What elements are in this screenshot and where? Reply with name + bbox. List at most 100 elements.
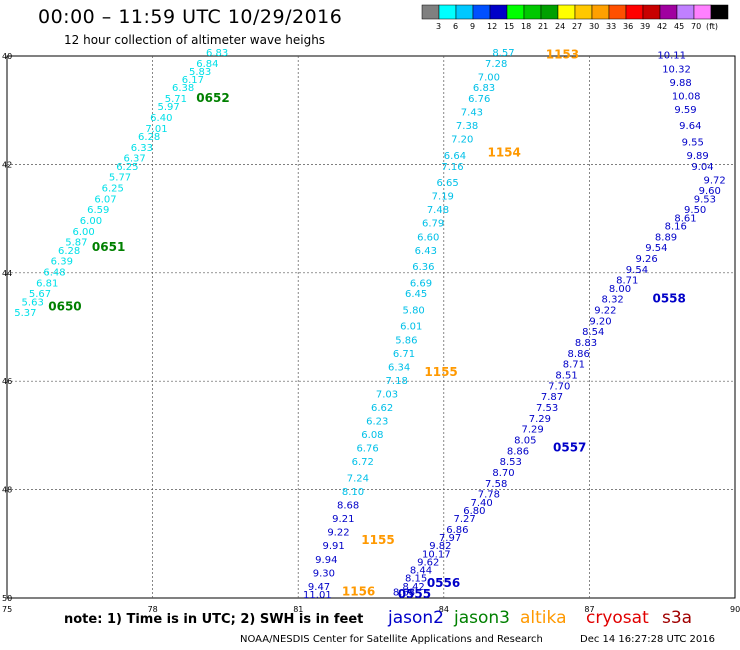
wave-height-label: 9.82 [429,541,451,552]
colorbar-swatch [438,4,457,20]
wave-height-label: 8.54 [582,327,604,338]
wave-height-label: 8.53 [500,457,522,468]
wave-height-label: 8.71 [563,360,585,371]
wave-height-label: 9.30 [313,568,335,579]
pass-time-label: 1153 [546,48,579,62]
wave-height-label: 7.48 [427,205,449,216]
wave-height-label: 6.84 [196,59,218,70]
wave-height-label: 9.64 [679,121,701,132]
lon-tick-label: 90 [730,605,740,614]
satellite-legend-item: jason2 [388,608,444,628]
colorbar-label: 45 [674,22,684,31]
colorbar-swatch [557,4,576,20]
wave-height-label: 8.86 [507,446,529,457]
wave-height-label: 8.68 [337,501,359,512]
wave-height-label: 7.53 [536,403,558,414]
colorbar-swatch [455,4,474,20]
wave-height-label: 9.60 [699,186,721,197]
wave-height-label: 8.68 [393,587,415,598]
colorbar-label: 33 [606,22,616,31]
wave-height-label: 8.15 [405,574,427,585]
wave-height-label: 6.65 [437,178,459,189]
wave-height-label: 9.21 [332,514,354,525]
wave-height-label: 5.67 [29,289,51,300]
wave-height-label: 6.00 [80,216,102,227]
wave-height-label: 6.72 [352,457,374,468]
wave-height-label: 7.29 [521,425,543,436]
wave-height-label: 6.33 [131,143,153,154]
wave-height-label: 6.60 [417,232,439,243]
wave-height-label: 7.03 [376,389,398,400]
plot-frame [6,55,736,599]
wave-height-label: 6.80 [463,506,485,517]
colorbar-label: 39 [640,22,650,31]
colorbar-label: 42 [657,22,667,31]
colorbar-swatch [540,4,559,20]
wave-height-label: 6.00 [73,227,95,238]
lon-tick-label: 81 [293,605,303,614]
wave-height-label: 7.70 [548,381,570,392]
wave-height-label: 8.32 [602,295,624,306]
lon-tick-label: 75 [2,605,12,614]
lat-tick-label: 48 [2,486,12,495]
wave-height-label: 9.62 [417,557,439,568]
wave-height-label: 6.62 [371,403,393,414]
wave-height-label: 6.64 [444,151,466,162]
colorbar-label: 21 [538,22,548,31]
wave-height-label: 9.26 [636,254,658,265]
wave-height-label: 6.59 [87,205,109,216]
wave-height-label: 6.25 [102,184,124,195]
pass-time-label: 0558 [652,292,685,306]
wave-height-label: 6.76 [468,94,490,105]
wave-height-label: 6.40 [150,113,172,124]
wave-height-label: 7.16 [441,162,463,173]
wave-height-label: 7.00 [478,72,500,83]
pass-time-label: 1156 [342,584,375,598]
lat-tick-label: 42 [2,160,12,169]
wave-height-label: 8.61 [674,213,696,224]
satellite-legend-item: jason3 [454,608,510,628]
wave-height-label: 7.38 [456,121,478,132]
lon-tick-label: 87 [584,605,594,614]
wave-height-label: 8.16 [665,221,687,232]
page-title: 00:00 – 11:59 UTC 10/29/2016 [38,6,343,28]
colorbar-swatch [506,4,525,20]
wave-height-label: 6.07 [94,194,116,205]
lat-tick-label: 46 [2,377,12,386]
colorbar-swatch [642,4,661,20]
pass-time-label: 0557 [553,441,586,455]
pass-time-label: 1155 [424,365,457,379]
wave-height-label: 6.83 [473,83,495,94]
wave-height-label: 10.08 [672,91,701,102]
wave-height-label: 6.25 [116,162,138,173]
wave-height-label: 6.86 [446,525,468,536]
wave-height-label: 7.24 [347,473,369,484]
lat-tick-label: 40 [2,52,12,61]
wave-height-label: 5.80 [403,305,425,316]
wave-height-label: 6.81 [36,278,58,289]
wave-height-label: 9.22 [594,305,616,316]
wave-height-label: 8.42 [403,582,425,593]
wave-height-label: 8.10 [342,487,364,498]
wave-height-label: 6.38 [172,83,194,94]
wave-height-label: 7.01 [145,124,167,135]
wave-height-label: 9.55 [682,137,704,148]
wave-height-label: 5.87 [65,238,87,249]
wave-height-label: 6.28 [138,132,160,143]
wave-height-label: 7.97 [439,533,461,544]
colorbar-label: 70 [691,22,701,31]
wave-height-label: 5.77 [109,173,131,184]
satellite-legend-item: s3a [662,608,693,628]
wave-height-label: 6.76 [356,444,378,455]
wave-height-label: 6.43 [415,246,437,257]
colorbar-swatch [523,4,542,20]
pass-time-label: 1154 [487,145,520,159]
pass-time-label: 0556 [427,576,460,590]
wave-height-label: 6.37 [123,154,145,165]
colorbar-swatch [693,4,712,20]
wave-height-label: 6.08 [361,430,383,441]
wave-height-label: 8.89 [655,232,677,243]
wave-height-label: 7.28 [485,59,507,70]
colorbar-label: 30 [589,22,599,31]
